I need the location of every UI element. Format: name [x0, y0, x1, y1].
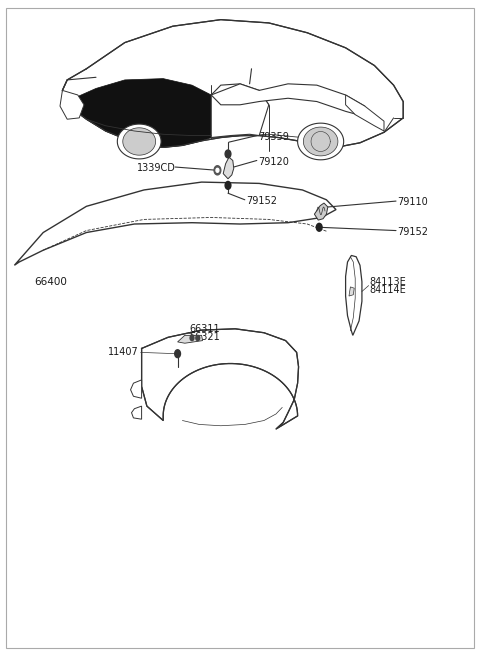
- Polygon shape: [346, 255, 362, 335]
- Circle shape: [175, 350, 180, 358]
- Text: 79110: 79110: [397, 197, 428, 208]
- Polygon shape: [298, 123, 344, 160]
- Polygon shape: [303, 127, 338, 156]
- Polygon shape: [346, 95, 384, 131]
- Circle shape: [316, 223, 322, 231]
- Text: 66311: 66311: [190, 324, 220, 334]
- Polygon shape: [14, 182, 336, 265]
- Polygon shape: [60, 90, 84, 119]
- Polygon shape: [117, 124, 161, 159]
- Circle shape: [190, 335, 194, 341]
- Text: 1339CD: 1339CD: [137, 163, 176, 174]
- Polygon shape: [349, 287, 354, 296]
- Text: 79152: 79152: [246, 196, 277, 206]
- Text: 79152: 79152: [397, 227, 429, 237]
- Circle shape: [216, 168, 219, 172]
- Circle shape: [196, 335, 200, 341]
- Text: 84114E: 84114E: [370, 284, 407, 295]
- Text: 66400: 66400: [35, 276, 67, 287]
- Polygon shape: [132, 406, 142, 419]
- Polygon shape: [62, 79, 211, 147]
- Polygon shape: [131, 380, 142, 398]
- Polygon shape: [123, 128, 156, 155]
- Polygon shape: [211, 84, 365, 117]
- Text: 79120: 79120: [258, 157, 289, 167]
- Text: 84113E: 84113E: [370, 276, 407, 287]
- Polygon shape: [314, 203, 328, 220]
- Polygon shape: [62, 20, 403, 147]
- Circle shape: [214, 166, 221, 175]
- Polygon shape: [142, 329, 299, 429]
- Polygon shape: [178, 335, 203, 343]
- Circle shape: [225, 150, 231, 158]
- Text: 66321: 66321: [190, 331, 220, 342]
- Polygon shape: [223, 157, 234, 179]
- Polygon shape: [211, 84, 269, 138]
- Text: 11407: 11407: [108, 347, 139, 358]
- Circle shape: [225, 181, 231, 189]
- Text: 79359: 79359: [258, 132, 289, 142]
